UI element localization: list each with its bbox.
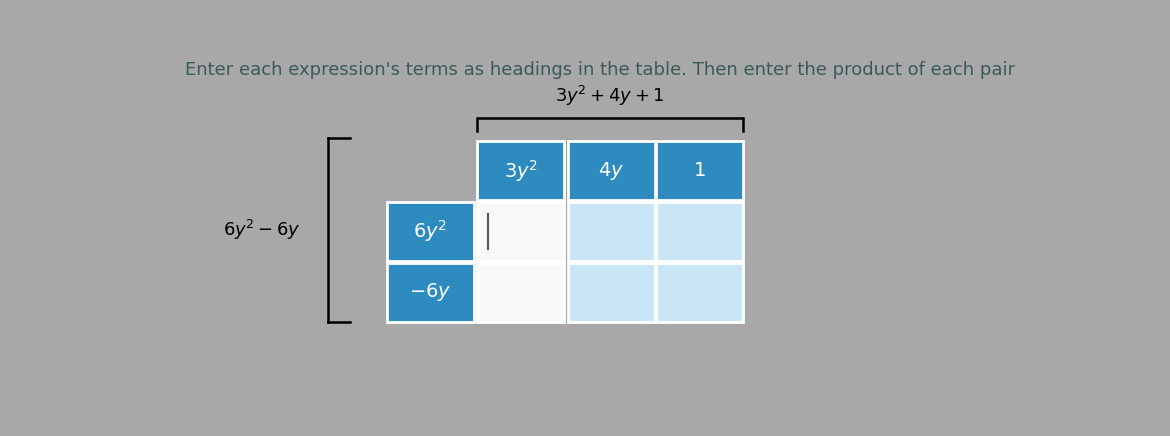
Text: $4y$: $4y$ (598, 160, 625, 182)
Bar (386, 263, 474, 322)
Bar (477, 202, 564, 261)
Text: $6y^2 - 6y$: $6y^2 - 6y$ (222, 218, 301, 242)
Text: $3y^2$: $3y^2$ (504, 158, 538, 184)
Bar (656, 202, 743, 261)
Text: $1$: $1$ (693, 161, 706, 180)
Bar (477, 263, 564, 322)
Bar (567, 263, 655, 322)
Bar (656, 141, 743, 200)
Text: $3y^2 + 4y + 1$: $3y^2 + 4y + 1$ (556, 84, 665, 108)
Bar (567, 141, 655, 200)
Text: $6y^2$: $6y^2$ (413, 218, 447, 244)
Bar (386, 202, 474, 261)
Text: $-6y$: $-6y$ (408, 281, 452, 303)
Bar (477, 141, 564, 200)
Text: Enter each expression's terms as headings in the table. Then enter the product o: Enter each expression's terms as heading… (185, 61, 1014, 79)
Bar (567, 202, 655, 261)
Bar (656, 263, 743, 322)
